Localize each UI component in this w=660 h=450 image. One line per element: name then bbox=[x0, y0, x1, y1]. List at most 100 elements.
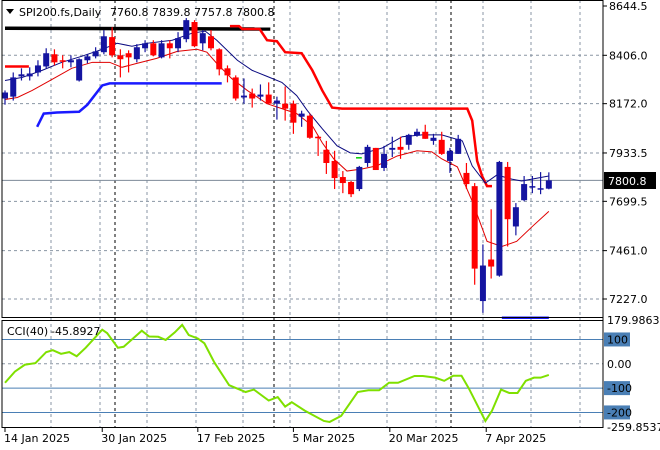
candle-body bbox=[199, 33, 206, 44]
bearish-candle bbox=[249, 88, 256, 108]
candle-body bbox=[109, 37, 116, 56]
bearish-candle bbox=[488, 209, 495, 279]
candle-body bbox=[175, 38, 182, 49]
bullish-candle bbox=[26, 67, 33, 81]
candle-body bbox=[26, 73, 33, 77]
candle-body bbox=[356, 166, 363, 190]
candle-body bbox=[479, 265, 486, 302]
bullish-candle bbox=[142, 40, 149, 53]
symbol-timeframe: SPI200.fs,Daily bbox=[19, 6, 102, 19]
candle-body bbox=[348, 182, 355, 195]
bullish-candle bbox=[537, 172, 544, 195]
bullish-candle bbox=[356, 165, 363, 192]
bearish-candle bbox=[471, 183, 478, 285]
candle-body bbox=[158, 43, 165, 58]
candle-body bbox=[191, 22, 198, 47]
x-tick-label: 14 Jan 2025 bbox=[4, 432, 70, 445]
cci-axis-label: 0.00 bbox=[607, 358, 632, 371]
bullish-candle bbox=[364, 144, 371, 167]
candle-body bbox=[455, 138, 462, 154]
candle-body bbox=[273, 100, 280, 104]
candle-body bbox=[298, 113, 305, 117]
y-tick-label: 7933.5 bbox=[609, 147, 648, 160]
candle-body bbox=[496, 161, 503, 276]
bearish-candle bbox=[397, 136, 404, 159]
candle-body bbox=[84, 56, 91, 61]
candle-body bbox=[446, 150, 453, 161]
candle-body bbox=[414, 131, 420, 136]
axes: 8644.5 8406.0 8172.0 7933.5 7699.5 7461.0 7227… bbox=[4, 0, 660, 445]
cci-line bbox=[4, 323, 550, 423]
candle-body bbox=[438, 139, 445, 154]
candle-body bbox=[125, 53, 132, 58]
candle-body bbox=[51, 54, 58, 63]
bullish-candle bbox=[158, 40, 165, 59]
y-tick-label: 7227.0 bbox=[609, 293, 648, 306]
bearish-candle bbox=[232, 75, 239, 101]
bullish-candle bbox=[67, 55, 74, 68]
bearish-candle bbox=[290, 100, 297, 134]
candle-body bbox=[405, 134, 412, 145]
cci-axis-label: -259.8537 bbox=[607, 421, 660, 434]
bearish-candle bbox=[438, 131, 445, 155]
lower-band-line bbox=[36, 82, 222, 128]
bearish-candle bbox=[51, 49, 58, 66]
x-tick-label: 20 Mar 2025 bbox=[389, 432, 459, 445]
candle-body bbox=[240, 95, 247, 98]
candle-body bbox=[67, 60, 74, 63]
candle-body bbox=[372, 147, 379, 171]
price-panel[interactable] bbox=[2, 18, 552, 320]
bullish-candle bbox=[34, 60, 41, 77]
candle-body bbox=[142, 43, 149, 49]
bearish-candle bbox=[282, 86, 289, 121]
bearish-candle bbox=[109, 27, 116, 58]
bearish-candle bbox=[59, 55, 66, 69]
fast-moving-average-line bbox=[4, 48, 550, 248]
bearish-candle bbox=[125, 50, 132, 73]
bearish-candle bbox=[504, 161, 511, 247]
triangle-down-icon[interactable] bbox=[6, 9, 14, 14]
bullish-candle bbox=[381, 145, 388, 172]
x-tick-label: 5 Mar 2025 bbox=[292, 432, 355, 445]
candle-body bbox=[537, 188, 544, 190]
cci-axis-label: -100 bbox=[607, 382, 632, 395]
y-tick-label: 8172.0 bbox=[609, 98, 648, 111]
candle-body bbox=[315, 136, 322, 139]
bullish-candle bbox=[273, 96, 280, 120]
bullish-candle bbox=[389, 136, 396, 157]
bearish-candle bbox=[372, 147, 379, 171]
candle-body bbox=[183, 20, 190, 40]
candle-body bbox=[208, 36, 214, 49]
bullish-candle bbox=[257, 84, 264, 101]
candle-body bbox=[18, 74, 25, 77]
bullish-candle bbox=[100, 30, 107, 55]
bearish-candle bbox=[265, 82, 272, 104]
candle-body bbox=[488, 259, 495, 267]
bullish-candle bbox=[545, 172, 552, 190]
upper-band-line bbox=[229, 24, 492, 188]
cci-title: CCI(40) bbox=[7, 325, 48, 338]
resistance-line bbox=[4, 26, 271, 31]
candle-body bbox=[76, 59, 83, 81]
bullish-candle bbox=[405, 133, 412, 150]
cci-current-value: -45.8927 bbox=[51, 325, 100, 338]
cci-axis-label: -200 bbox=[607, 406, 632, 419]
cci-level-label-box bbox=[604, 332, 630, 347]
bullish-candle bbox=[43, 48, 50, 69]
bullish-candle bbox=[10, 72, 17, 101]
candle-body bbox=[216, 49, 223, 70]
current-price-box bbox=[604, 172, 656, 189]
candle-body bbox=[381, 153, 388, 168]
bullish-candle bbox=[240, 78, 247, 104]
bearish-candle bbox=[348, 180, 355, 198]
candle-body bbox=[117, 55, 124, 60]
x-tick-label: 17 Feb 2025 bbox=[197, 432, 265, 445]
candle-body bbox=[290, 103, 297, 123]
bearish-candle bbox=[339, 171, 346, 194]
cci-panel[interactable] bbox=[2, 323, 603, 423]
y-tick-label: 8406.0 bbox=[609, 49, 648, 62]
bearish-candle bbox=[216, 48, 223, 76]
y-tick-label: 7699.5 bbox=[609, 195, 648, 208]
